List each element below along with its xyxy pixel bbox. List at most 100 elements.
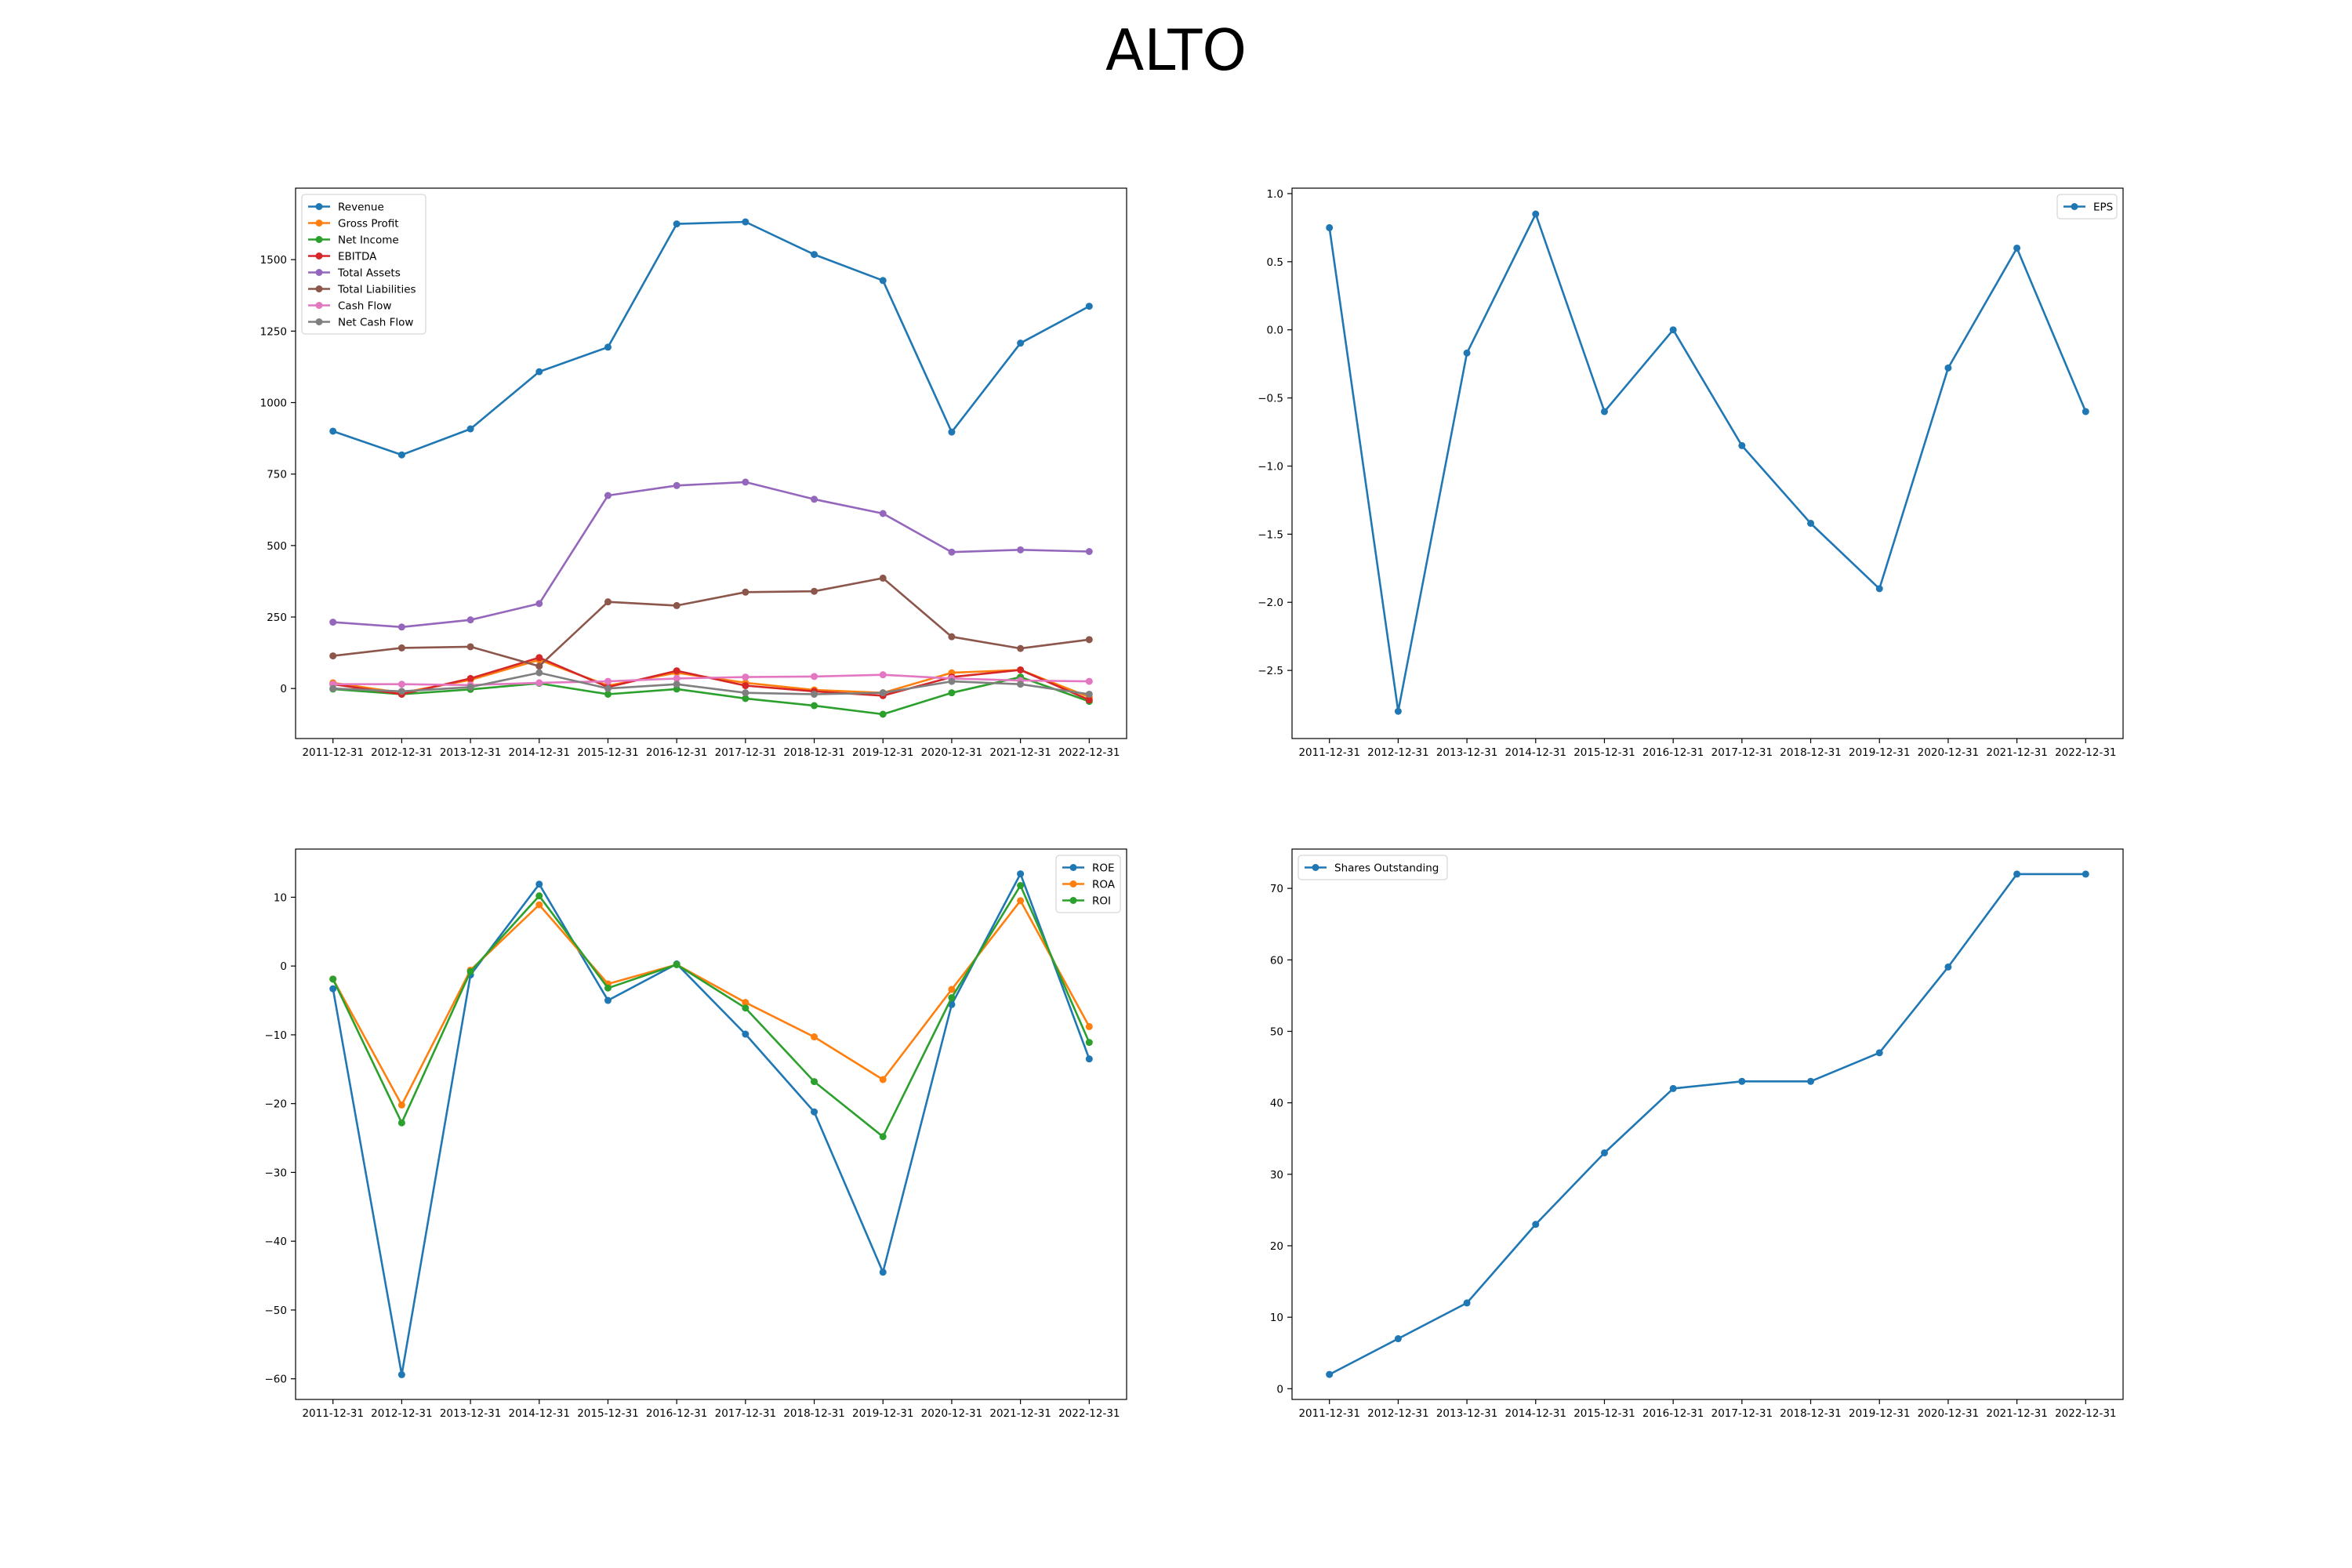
x-tick-label: 2019-12-31	[1849, 746, 1910, 759]
x-tick-label: 2011-12-31	[302, 746, 363, 759]
data-point	[742, 1004, 750, 1012]
data-point	[329, 652, 337, 660]
data-point	[604, 690, 612, 698]
x-tick-label: 2021-12-31	[1986, 1407, 2047, 1420]
y-tick-label: 20	[1270, 1240, 1283, 1253]
legend-label: Total Liabilities	[337, 284, 416, 296]
series-total-liabilities	[329, 574, 1093, 670]
data-point	[811, 702, 818, 710]
y-tick-label: 0	[280, 960, 287, 973]
x-tick-label: 2016-12-31	[646, 1407, 707, 1420]
legend-marker	[315, 285, 323, 292]
y-tick-label: −2.5	[1258, 665, 1283, 677]
x-tick-label: 2021-12-31	[989, 1407, 1051, 1420]
x-tick-label: 2019-12-31	[1849, 1407, 1910, 1420]
legend-label: EPS	[2093, 201, 2113, 214]
data-point	[604, 984, 612, 992]
x-tick-label: 2013-12-31	[1436, 746, 1497, 759]
x-tick-label: 2012-12-31	[1367, 746, 1428, 759]
legend-box	[301, 194, 426, 335]
series-line	[1329, 873, 2086, 1376]
legend-label: ROA	[1092, 879, 1116, 891]
data-point	[879, 689, 887, 697]
x-tick-label: 2021-12-31	[989, 746, 1051, 759]
x-tick-label: 2022-12-31	[2055, 746, 2116, 759]
y-tick-label: 0.0	[1267, 325, 1283, 337]
data-point	[535, 901, 543, 909]
y-tick-label: 250	[267, 612, 287, 624]
legend-label: ROE	[1092, 862, 1115, 875]
data-point	[879, 1076, 887, 1083]
data-point	[1085, 1039, 1093, 1047]
data-point	[466, 616, 474, 624]
data-point	[879, 671, 887, 679]
data-point	[811, 690, 818, 698]
legend-label: Gross Profit	[338, 218, 399, 230]
chart-shares-outstanding: 2011-12-31 2012-12-31 2013-12-31 2014-12-31…	[1270, 848, 2124, 1420]
data-point	[535, 662, 543, 670]
data-point	[1326, 1370, 1334, 1378]
x-tick-label: 2012-12-31	[1367, 1407, 1428, 1420]
y-tick-label: −1.5	[1258, 528, 1283, 541]
chart-returns: 2011-12-31 2012-12-31 2013-12-31 2014-12-31…	[265, 848, 1127, 1420]
data-point	[811, 251, 818, 259]
x-tick-label: 2020-12-31	[1918, 746, 1979, 759]
series-line	[332, 899, 1091, 1106]
y-tick-label: 40	[1270, 1098, 1283, 1110]
legend-label: Net Income	[338, 234, 399, 247]
data-point	[1017, 339, 1025, 347]
data-point	[673, 674, 681, 682]
x-tick-label: 2018-12-31	[783, 746, 844, 759]
data-point	[673, 220, 681, 228]
x-tick-label: 2014-12-31	[509, 746, 570, 759]
data-point	[673, 601, 681, 609]
data-point	[742, 689, 750, 697]
chart-financials: 2011-12-31 2012-12-31 2013-12-31 2014-12-31…	[260, 187, 1127, 759]
data-point	[397, 1101, 405, 1109]
data-point	[811, 1078, 818, 1086]
series-line	[332, 873, 1091, 1376]
data-point	[1532, 1221, 1540, 1229]
legend: Revenue Gross Profit Net Income EBITDA Total…	[301, 194, 426, 335]
x-tick-label: 2016-12-31	[646, 746, 707, 759]
data-point	[535, 669, 543, 677]
data-point	[1085, 690, 1093, 698]
legend: Shares Outstanding	[1298, 855, 1448, 880]
data-point	[1085, 548, 1093, 556]
data-point	[1875, 1049, 1883, 1057]
y-tick-label: −50	[265, 1305, 288, 1317]
y-tick-label: 10	[1270, 1312, 1283, 1324]
legend-marker	[315, 220, 323, 227]
x-tick-label: 2012-12-31	[371, 1407, 432, 1420]
y-tick-label: 50	[1270, 1025, 1283, 1038]
plot-area	[1291, 187, 2124, 739]
y-tick-label: 1250	[260, 325, 287, 338]
legend-marker	[315, 252, 323, 260]
x-tick-label: 2011-12-31	[1298, 1407, 1359, 1420]
data-point	[1463, 349, 1471, 357]
data-point	[811, 587, 818, 595]
data-point	[673, 481, 681, 489]
data-point	[1326, 223, 1334, 231]
data-point	[2013, 244, 2021, 252]
chart-eps: 2011-12-31 2012-12-31 2013-12-31 2014-12-31…	[1258, 187, 2124, 759]
legend-marker	[1069, 897, 1077, 904]
figure-title: ALTO	[1105, 17, 1247, 83]
data-point	[1085, 636, 1093, 644]
data-point	[1944, 364, 1952, 372]
legend-box	[2056, 194, 2118, 220]
data-point	[1669, 1084, 1677, 1092]
y-tick-label: 10	[274, 891, 287, 904]
data-point	[535, 679, 543, 687]
data-point	[742, 673, 750, 681]
data-point	[948, 428, 956, 436]
legend-label: Shares Outstanding	[1334, 862, 1439, 875]
data-point	[1394, 707, 1402, 715]
series-line	[1328, 212, 2087, 713]
data-point	[1463, 1299, 1471, 1307]
data-point	[397, 644, 405, 652]
x-tick-label: 2015-12-31	[577, 746, 638, 759]
plot-area	[295, 848, 1127, 1400]
data-point	[742, 682, 750, 690]
data-point	[1017, 546, 1025, 554]
